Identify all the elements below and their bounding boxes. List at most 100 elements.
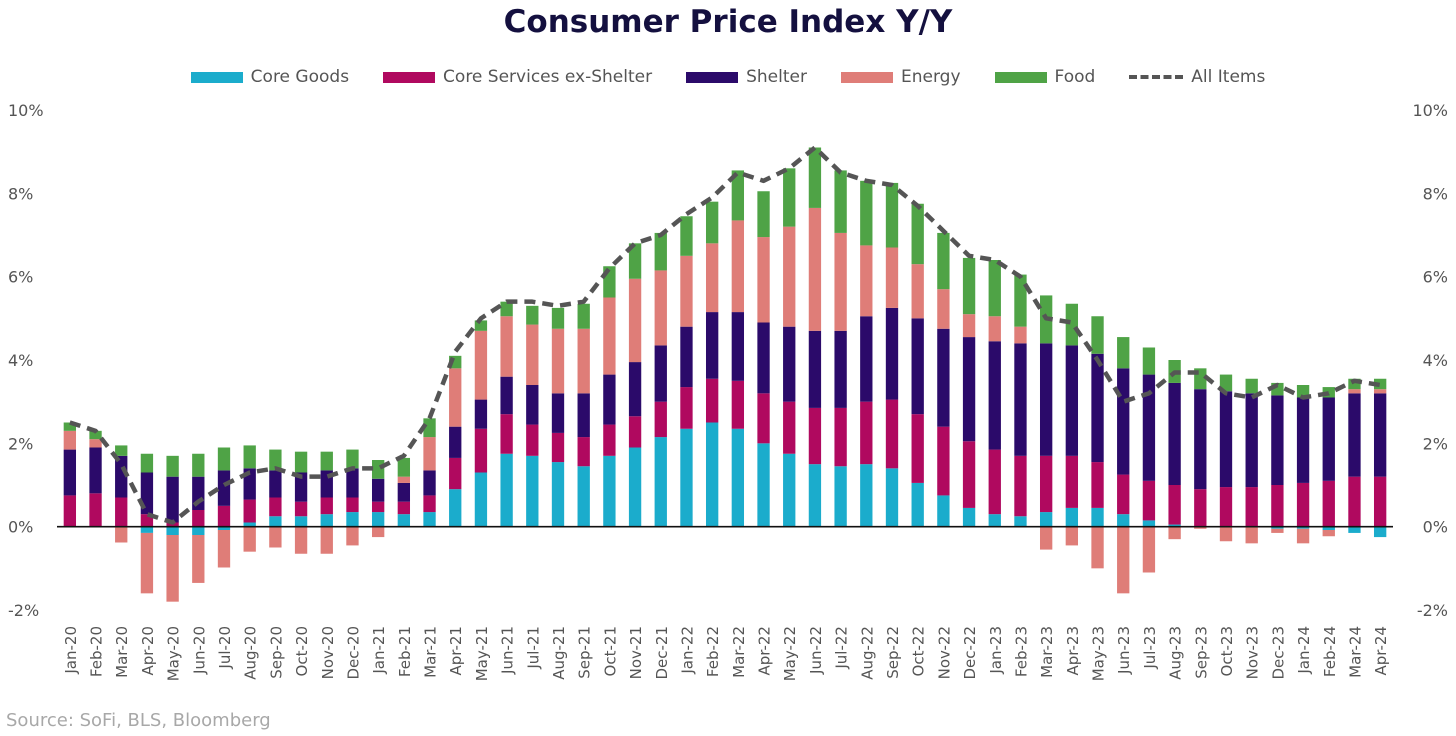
bar-core-services-ex-shelter [937, 426, 950, 496]
bar-core-services-ex-shelter [1065, 455, 1079, 508]
bar-shelter [294, 472, 308, 502]
bar-energy [628, 278, 642, 363]
bar-core-goods [1373, 526, 1387, 538]
x-tick-label: Apr-22 [756, 626, 774, 676]
bar-food [962, 257, 976, 315]
bar-energy [63, 430, 77, 450]
bar-core-services-ex-shelter [500, 414, 513, 454]
bar-energy [1296, 528, 1310, 544]
x-tick-label: Sep-21 [576, 626, 594, 679]
bar-core-goods [1322, 526, 1335, 530]
bar-food [89, 430, 102, 440]
bar-energy [1039, 526, 1053, 550]
x-tick-label: Jan-22 [678, 626, 696, 675]
bar-energy [1348, 389, 1361, 394]
bar-core-goods [526, 455, 539, 527]
x-tick-label: Dec-23 [1269, 626, 1287, 680]
bar-shelter [1194, 389, 1207, 490]
bar-shelter [654, 345, 667, 402]
bar-core-services-ex-shelter [628, 416, 642, 448]
bar-food [243, 445, 256, 469]
bar-core-services-ex-shelter [243, 499, 256, 523]
bar-core-services-ex-shelter [654, 401, 667, 438]
bar-energy [166, 535, 179, 602]
bar-shelter [911, 318, 924, 415]
bar-core-goods [628, 447, 642, 527]
bar-core-services-ex-shelter [1091, 462, 1104, 508]
bar-food [885, 182, 899, 248]
x-tick-label: Jun-20 [190, 626, 208, 675]
bar-core-services-ex-shelter [1348, 476, 1361, 527]
bar-shelter [680, 326, 693, 388]
bar-core-services-ex-shelter [89, 493, 102, 527]
legend-label-core-goods: Core Goods [250, 67, 350, 87]
x-tick-label: Oct-21 [601, 626, 619, 676]
bar-food [166, 455, 179, 477]
bar-food [115, 445, 128, 456]
bar-shelter [1142, 374, 1156, 481]
bar-shelter [526, 385, 539, 425]
bar-food [320, 451, 333, 471]
x-tick-label: Jul-22 [833, 626, 851, 670]
bar-food [783, 168, 796, 227]
bar-energy [397, 476, 411, 483]
bar-core-goods [500, 453, 513, 527]
bar-food [1014, 274, 1027, 327]
bar-core-goods [140, 526, 154, 533]
y-tick-left: 2% [8, 434, 33, 453]
bar-energy [577, 328, 590, 394]
bar-energy [140, 532, 154, 594]
bar-shelter [885, 307, 899, 400]
bar-shelter [834, 330, 847, 408]
x-tick-label: Aug-22 [858, 626, 876, 680]
x-tick-label: Jan-20 [62, 626, 80, 675]
bar-energy [551, 328, 565, 394]
legend-item-all-items: All Items [1129, 67, 1265, 87]
bar-energy [1014, 326, 1027, 344]
bar-shelter [346, 468, 359, 498]
bar-food [577, 303, 590, 329]
bar-core-services-ex-shelter [757, 393, 770, 444]
bar-food [1142, 347, 1156, 375]
x-tick-label: Jul-21 [524, 626, 542, 670]
bar-shelter [423, 470, 436, 496]
y-tick-left: -2% [8, 601, 39, 620]
bar-core-goods [166, 526, 179, 535]
y-tick-left: 0% [8, 518, 33, 537]
bar-core-services-ex-shelter [371, 501, 385, 513]
x-tick-label: Mar-23 [1038, 626, 1056, 678]
bar-shelter [603, 374, 616, 425]
bar-core-services-ex-shelter [1322, 480, 1335, 527]
bar-energy [1322, 530, 1335, 537]
x-tick-label: Feb-21 [396, 626, 414, 677]
bar-shelter [1245, 393, 1258, 488]
bar-food [1322, 387, 1335, 398]
x-tick-label: Apr-24 [1372, 626, 1390, 676]
bar-core-goods [192, 526, 205, 535]
bar-food [397, 457, 411, 477]
bar-core-services-ex-shelter [1014, 455, 1027, 517]
bar-core-services-ex-shelter [449, 457, 462, 490]
x-tick-label: Mar-20 [113, 626, 131, 678]
x-tick-label: Dec-22 [961, 626, 979, 680]
chart-title: Consumer Price Index Y/Y [503, 4, 953, 40]
bar-core-goods [603, 455, 616, 527]
bar-food [217, 447, 231, 471]
x-tick-label: Mar-22 [730, 626, 748, 678]
bar-energy [962, 314, 976, 338]
legend-item-energy: Energy [840, 67, 961, 87]
x-tick-label: Mar-24 [1346, 626, 1364, 678]
bar-core-services-ex-shelter [1271, 485, 1284, 527]
bar-core-goods [654, 437, 667, 527]
x-tick-label: Feb-20 [88, 626, 106, 677]
legend-item-shelter: Shelter [686, 67, 807, 87]
legend-swatch-core-goods [190, 71, 243, 83]
bar-core-services-ex-shelter [1373, 476, 1387, 527]
bar-core-goods [757, 443, 770, 527]
y-tick-left: 8% [8, 184, 33, 203]
x-tick-label: Oct-22 [910, 626, 928, 676]
bar-shelter [1296, 397, 1310, 483]
bar-core-goods [269, 516, 282, 527]
x-tick-label: Apr-21 [447, 626, 465, 676]
bar-energy [371, 526, 385, 538]
